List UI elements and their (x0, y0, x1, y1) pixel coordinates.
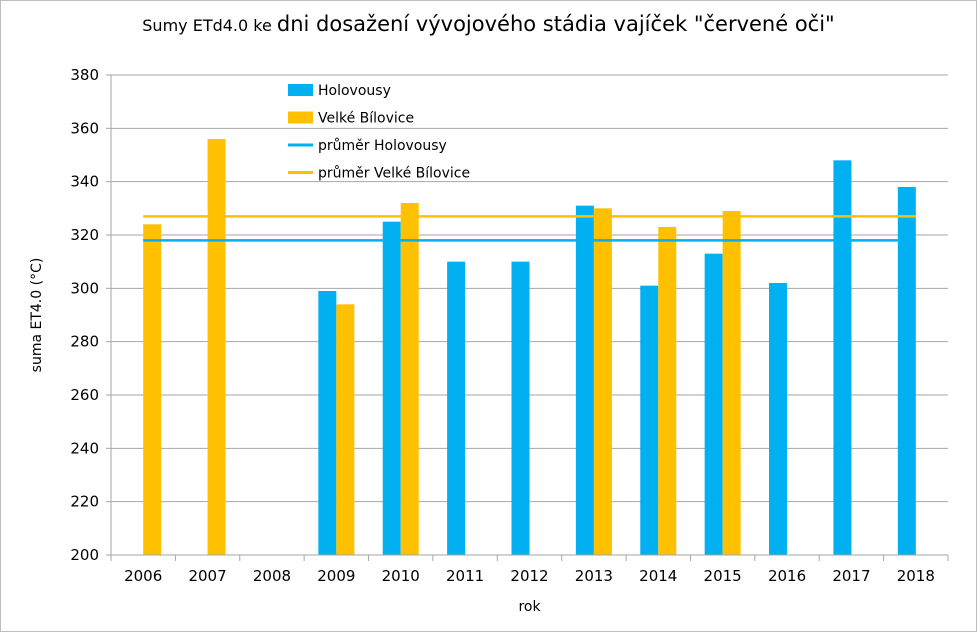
x-axis-ticks: 2006 2007 2008 2009 2010 2011 2012 2013 2014 2015… (110, 554, 949, 585)
bar-holovousy-2009 (318, 291, 337, 555)
legend-label: Holovousy (318, 83, 391, 99)
bar-holovousy-2018 (897, 187, 916, 555)
x-tick-label: 2012 (510, 567, 548, 585)
x-tick-label: 2015 (704, 567, 742, 585)
bar-holovousy-2015 (704, 253, 723, 555)
bar-velke-bilovice-2013 (593, 208, 612, 556)
y-tick-label: 240 (70, 439, 99, 457)
y-tick-label: 260 (70, 386, 99, 404)
bar-holovousy-2017 (833, 160, 852, 556)
x-tick-label: 2010 (382, 567, 420, 585)
bar-holovousy-2012 (511, 261, 530, 555)
bar-holovousy-2016 (769, 283, 788, 555)
x-tick-label: 2006 (124, 567, 162, 585)
bars (143, 139, 916, 556)
bar-holovousy-2011 (447, 261, 466, 555)
y-tick-label: 280 (70, 333, 99, 351)
legend-label: Velké Bílovice (318, 111, 414, 127)
x-tick-label: 2016 (768, 567, 806, 585)
x-tick-label: 2009 (317, 567, 355, 585)
y-tick-label: 360 (70, 119, 99, 137)
chart-title-part2: dni dosažení vývojového stádia vajíček "… (276, 12, 835, 36)
x-tick-label: 2007 (188, 567, 226, 585)
y-tick-label: 300 (70, 279, 99, 297)
x-tick-label: 2014 (639, 567, 677, 585)
chart-title: Sumy ETd4.0 ke dni dosažení vývojového s… (0, 12, 977, 36)
y-tick-label: 200 (70, 546, 99, 564)
legend-swatch (288, 84, 313, 96)
bar-velke-bilovice-2007 (207, 139, 226, 555)
legend: Holovousy Velké Bílovice průměr Holovousy p… (288, 83, 470, 182)
y-tick-label: 320 (70, 226, 99, 244)
legend-label: průměr Velké Bílovice (318, 166, 470, 182)
y-tick-label: 220 (70, 493, 99, 511)
legend-swatch (288, 111, 313, 124)
y-axis-label: suma ET4.0 (°C) (29, 258, 45, 373)
x-tick-label: 2013 (575, 567, 613, 585)
x-tick-label: 2008 (253, 567, 291, 585)
y-tick-label: 380 (70, 66, 99, 84)
average-lines (143, 215, 916, 242)
bar-holovousy-2014 (640, 285, 659, 555)
y-axis-ticks: 200 220 240 260 280 300 320 340 360 380 (70, 66, 111, 564)
y-tick-label: 340 (70, 173, 99, 191)
x-tick-label: 2011 (446, 567, 484, 585)
bar-velke-bilovice-2014 (658, 227, 677, 555)
bar-velke-bilovice-2015 (722, 211, 741, 555)
bar-velke-bilovice-2010 (400, 203, 419, 555)
bar-velke-bilovice-2006 (143, 224, 162, 556)
x-axis-label: rok (518, 599, 541, 615)
x-tick-label: 2018 (897, 567, 935, 585)
bar-holovousy-2013 (575, 205, 594, 555)
x-tick-label: 2017 (832, 567, 870, 585)
legend-label: průměr Holovousy (318, 138, 447, 154)
bar-holovousy-2010 (382, 221, 401, 555)
chart-title-part1: Sumy ETd4.0 ke (142, 16, 272, 35)
bar-velke-bilovice-2009 (336, 304, 355, 555)
